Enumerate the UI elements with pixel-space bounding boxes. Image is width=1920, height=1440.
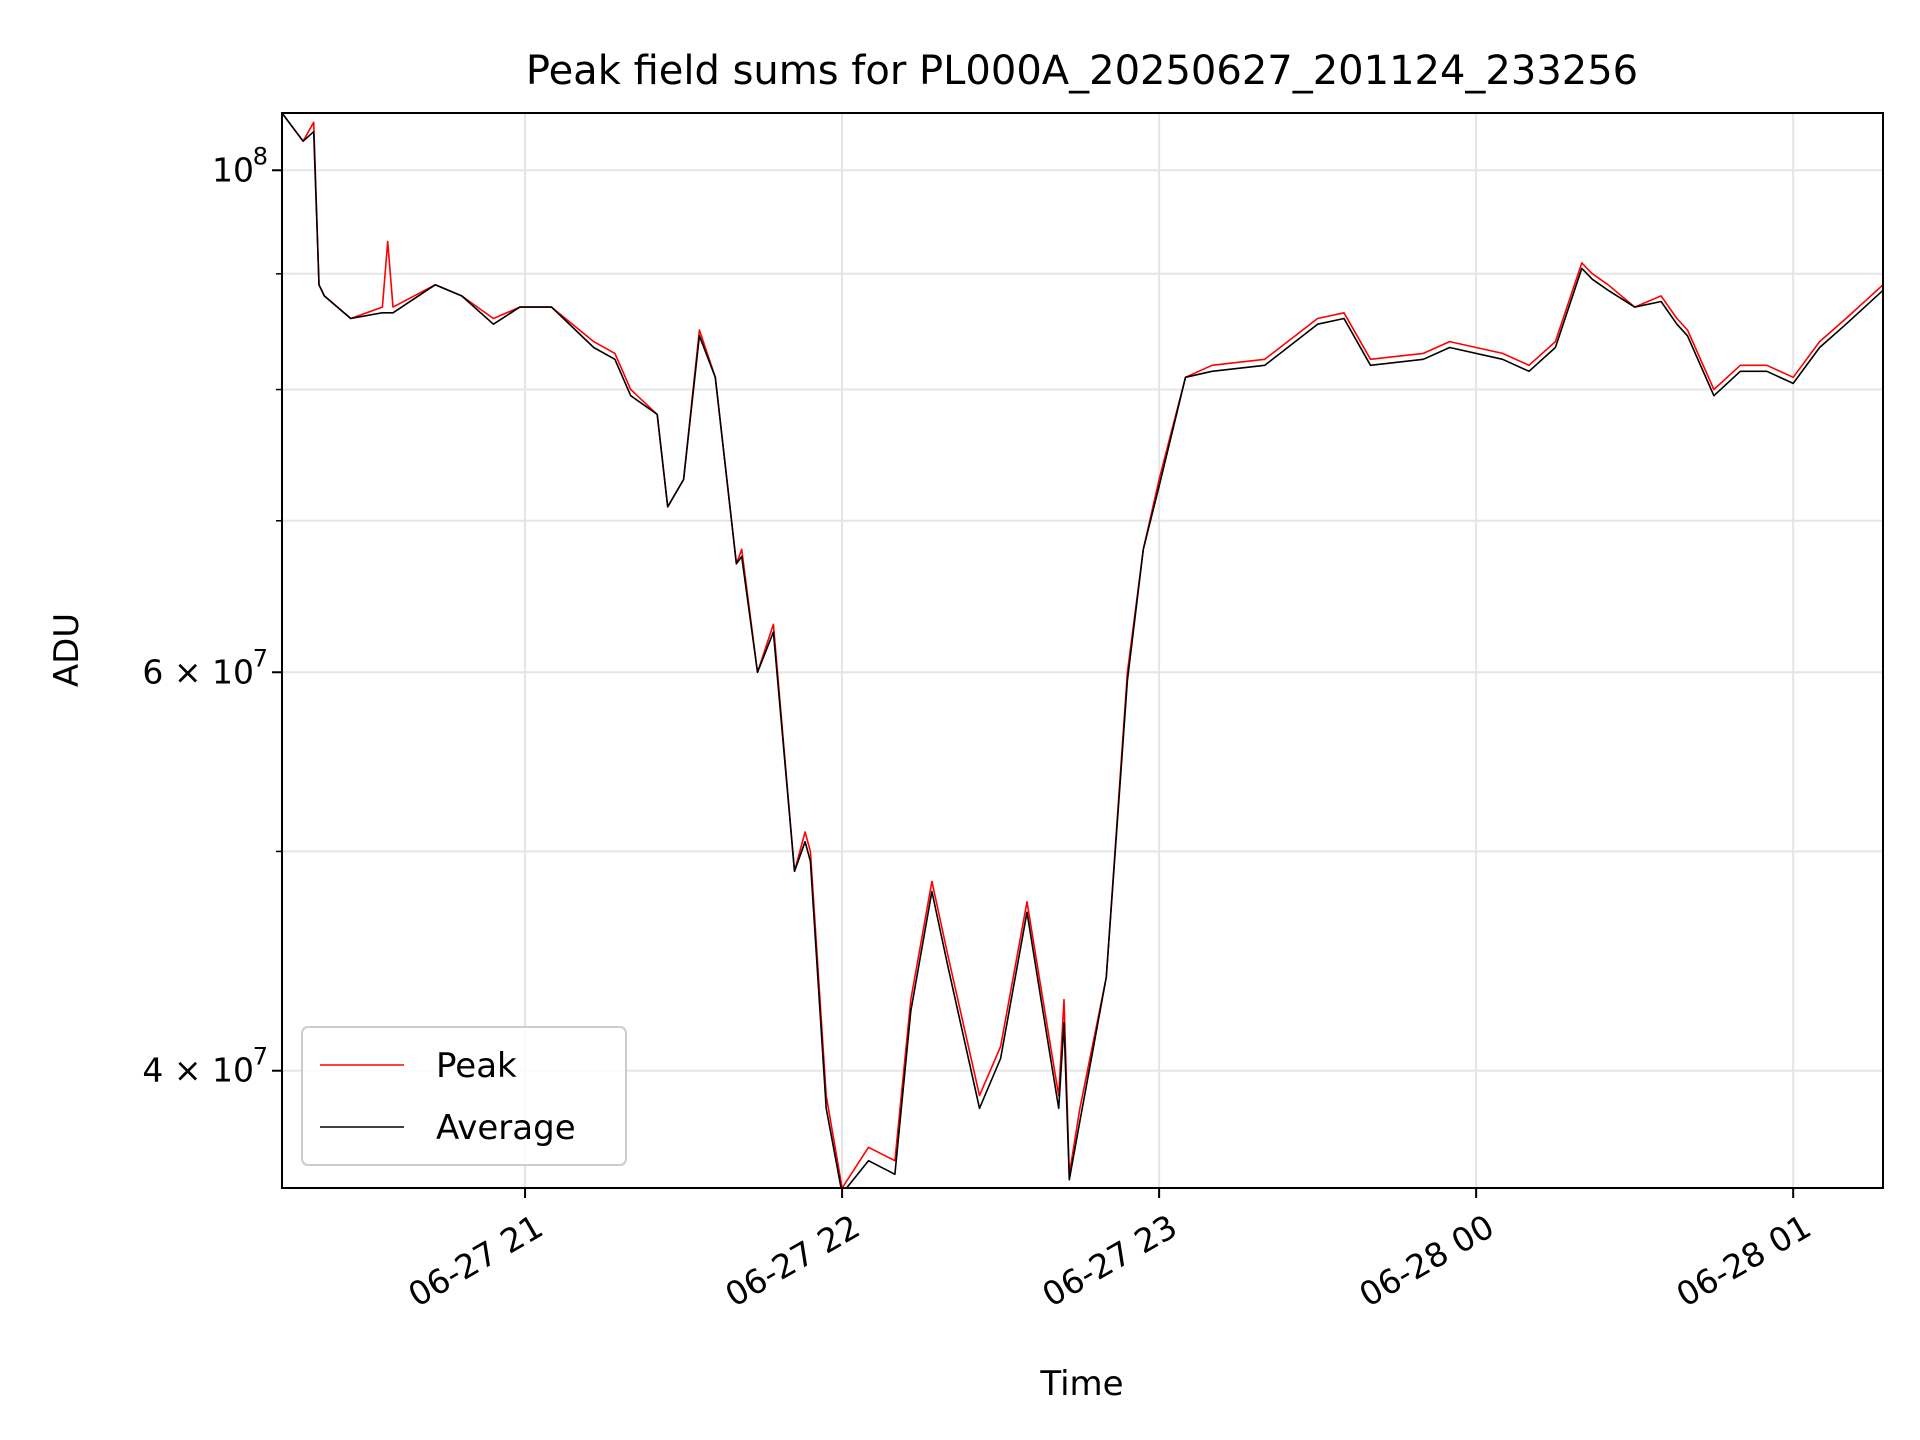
chart-title: Peak field sums for PL000A_20250627_2011… (526, 48, 1638, 94)
y-tick-exponent: 8 (253, 142, 268, 170)
y-tick-label: 6 × 10 (142, 652, 254, 691)
plot-frame (281, 112, 1884, 1189)
legend-label-peak: Peak (436, 1046, 517, 1086)
legend-label-average: Average (436, 1108, 576, 1148)
y-tick-label: 10 (212, 150, 254, 189)
legend-box (301, 1026, 627, 1166)
legend: Peak Average (301, 1026, 627, 1166)
y-tick-exponent: 7 (253, 1043, 268, 1071)
y-tick-exponent: 7 (253, 644, 268, 672)
series-line-average (282, 113, 1883, 1188)
y-axis-label: ADU (47, 613, 87, 687)
x-axis-label: Time (1039, 1364, 1123, 1404)
series-layer (282, 113, 1883, 1188)
y-tick-label: 4 × 10 (142, 1051, 254, 1090)
